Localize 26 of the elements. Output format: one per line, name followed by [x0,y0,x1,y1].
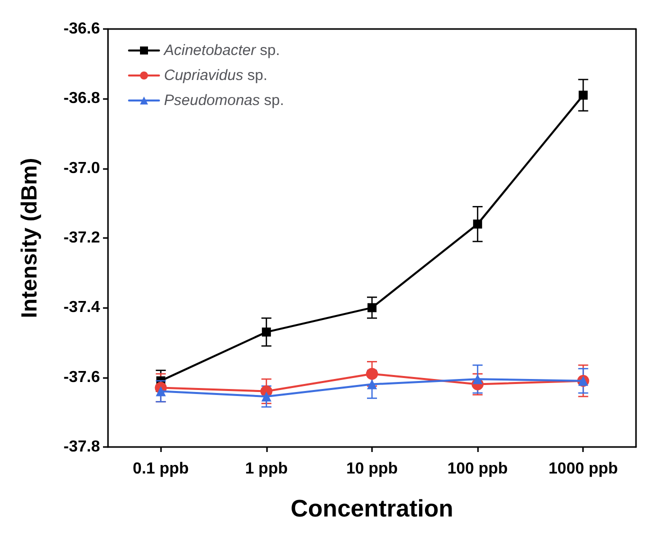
point [262,328,271,337]
y-tick-label: -37.8 [64,438,100,456]
point [368,303,376,312]
point [156,386,166,396]
y-tick-label: -37.2 [64,230,100,246]
x-tick-label: 1000 ppb [548,460,618,478]
point [367,379,377,390]
x-axis-title: Concentration [290,496,454,522]
x-tick-label: 100 ppb [447,460,508,478]
point [473,220,482,229]
legend-label: Cupriavidus sp. [164,67,268,84]
point [578,90,588,100]
legend-label: Pseudomonas sp. [164,92,284,109]
point [366,368,378,380]
point [261,391,272,402]
y-tick-label: -36.6 [64,20,100,38]
x-tick-label: 0.1 ppb [132,460,190,478]
y-tick-label: -37.6 [64,368,100,386]
y-tick-label: -37.0 [64,160,100,177]
x-tick-label: 1 ppb [245,460,288,478]
y-axis-title: Intensity (dBm) [16,158,42,318]
y-tick-label: -37.4 [64,299,100,316]
point [472,374,483,384]
x-tick-label: 10 ppb [346,460,398,478]
y-tick-label: -36.8 [64,90,100,108]
legend-label: Acinetobacter sp. [163,42,280,59]
